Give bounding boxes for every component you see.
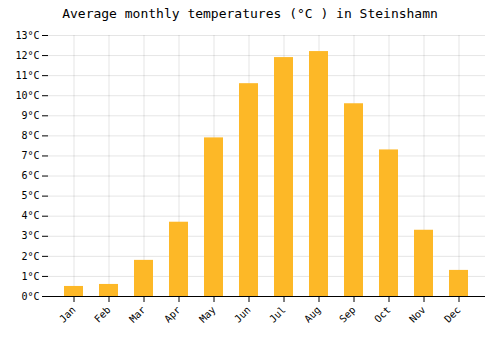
svg-text:13°C: 13°C — [15, 30, 39, 41]
svg-text:6°C: 6°C — [21, 170, 39, 181]
svg-text:Aug: Aug — [302, 304, 323, 325]
svg-text:7°C: 7°C — [21, 150, 39, 161]
svg-text:2°C: 2°C — [21, 251, 39, 262]
svg-text:Oct: Oct — [372, 304, 393, 325]
svg-text:8°C: 8°C — [21, 130, 39, 141]
svg-text:9°C: 9°C — [21, 110, 39, 121]
svg-text:12°C: 12°C — [15, 50, 39, 61]
svg-text:1°C: 1°C — [21, 271, 39, 282]
svg-text:Nov: Nov — [407, 304, 428, 325]
svg-text:Jun: Jun — [232, 304, 253, 325]
svg-text:3°C: 3°C — [21, 230, 39, 241]
svg-text:4°C: 4°C — [21, 210, 39, 221]
svg-text:Mar: Mar — [127, 304, 148, 325]
svg-text:Jan: Jan — [57, 304, 78, 325]
html-text:Average monthly temperatures (: Average monthly temperatures (°C ) in St… — [62, 6, 438, 21]
svg-text:Apr: Apr — [162, 304, 183, 325]
svg-text:11°C: 11°C — [15, 70, 39, 81]
svg-text:Sep: Sep — [337, 304, 358, 325]
svg-text:Dec: Dec — [442, 304, 463, 325]
svg-text:May: May — [197, 304, 218, 325]
svg-text:0°C: 0°C — [21, 291, 39, 302]
svg-text:Feb: Feb — [92, 304, 113, 325]
svg-text:5°C: 5°C — [21, 190, 39, 201]
svg-text:10°C: 10°C — [15, 90, 39, 101]
svg-text:Jul: Jul — [267, 304, 288, 325]
